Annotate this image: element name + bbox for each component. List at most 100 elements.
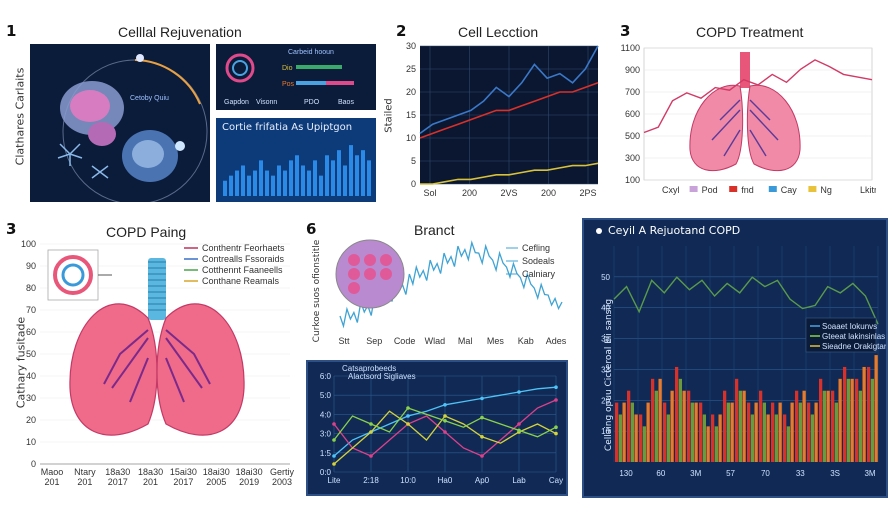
legend-card: Carbeid hooun Dio Pos Gapdon Visonn PDO … [216,44,376,110]
bar-red-6 [687,390,691,462]
panel-4-title: COPD Paing [106,224,187,240]
x-tick-3: Wlad [425,336,446,346]
y-tick-9: 90 [26,261,36,271]
bar-orange-21 [874,355,878,462]
x-tick-2: 10:0 [400,476,416,485]
y-tick-3: 4:0 [320,410,332,419]
bar-orange-19 [850,378,854,462]
footer-label-1: Visonn [256,99,277,106]
bar-6 [259,160,263,196]
bar-21 [349,145,353,196]
y-tick-4: 40 [601,304,610,313]
x-tick-5: 33 [796,469,805,478]
bar-orange-20 [862,366,866,462]
panel-1-number: 1 [6,22,17,40]
panel-1-ylabel: Clathares Carlaits [13,67,27,166]
bar-orange-3 [658,378,662,462]
x-tick-7: 3M [864,469,875,478]
lungs-illustration [689,52,801,172]
x-tick-5: Lkitr [860,185,876,195]
series-1-point-8 [480,454,484,458]
footer-label-2: PDO [304,99,320,106]
neuron-cell-icon [57,143,109,179]
x-tick-6: 3S [830,469,840,478]
panel-6-bullet-icon [596,228,602,234]
cell-illustration: Cetoby Quiu [57,54,208,205]
y-tick-6: 1100 [621,43,640,53]
series-1-point-6 [443,430,447,434]
x-tick-1: 2:18 [363,476,379,485]
y-tick-2: 500 [625,131,640,141]
cell-illustration-panel: Cetoby Quiu [30,44,210,205]
y-tick-0: 0 [31,459,36,469]
series-2-point-6 [443,414,447,418]
x-tick-3: 200 [541,188,556,198]
bar-green-0 [618,414,622,462]
trend-line [613,276,879,325]
bar-orange-13 [778,402,782,462]
bar-green-9 [726,402,730,462]
series-1-point-12 [554,398,558,402]
inset-inner-ring-icon [61,263,85,287]
panel-2-title: Cell Lecction [458,24,539,40]
bar-red-7 [699,402,703,462]
x-tick-2: 18a30 2017 [105,467,130,487]
panel-5-number: 6 [306,220,317,238]
bar-green-18 [834,402,838,462]
bar-19 [337,150,341,196]
x-tick-0: Stt [338,336,350,346]
bar-red-5 [675,366,679,462]
bar-10 [283,170,287,196]
bar-orange-11 [754,402,758,462]
series-1-point-0 [332,422,336,426]
y-tick-3: 30 [26,393,36,403]
bar-red-8 [711,414,715,462]
series-3-point-10 [517,428,521,433]
series-3-point-8 [480,415,484,420]
x-tick-0: Maoo 201 [41,467,64,487]
bar-16 [319,175,323,196]
x-tick-0: Cxyl [662,185,680,195]
cell-dot-2 [380,254,392,266]
legend-label-2: Cotthennt Faaneells [202,265,283,275]
y-tick-4: 5:0 [320,391,332,400]
y-tick-1: 5 [411,156,416,166]
x-tick-1: Sep [366,336,382,346]
x-tick-3: Ha0 [438,476,453,485]
bar-green-4 [666,414,670,462]
series-3-point-12 [554,425,558,429]
bar-22 [355,155,359,196]
bars-chart [223,145,371,196]
x-tick-6: 18ai30 2019 [236,467,263,487]
bar-orange-14 [790,402,794,462]
legend-label-1: Gteeat lakinsinlas [822,332,885,341]
bar-red-13 [771,402,775,462]
copd-paing-chart: 0 10 20 30 40 50 60 70 80 90 100 Maoo 201 Ntary 201 18a… [21,240,295,487]
series-2-point-12 [554,431,558,436]
bar-red-15 [795,390,799,462]
bar-15 [313,160,317,196]
x-tick-7: Ades [546,336,567,346]
panel-1-title: Celllal Rejuvenation [118,24,242,40]
x-tick-3: 18a30 201 [138,467,163,487]
bar-red-10 [735,378,739,462]
bar-red-12 [759,390,763,462]
cell-dot-1 [364,254,376,266]
bar-green-19 [846,378,850,462]
bar-green-7 [702,414,706,462]
bar-8 [271,175,275,196]
bar-green-16 [810,414,814,462]
legend-swatch-4 [808,186,817,192]
bar-red-16 [807,402,811,462]
y-tick-6: 30 [406,41,416,51]
x-tick-1: Pod [702,185,718,195]
x-tick-1: 200 [462,188,477,198]
y-tick-3: 3a [601,335,610,344]
bar-24 [367,160,371,196]
x-tick-4: Mal [458,336,473,346]
bar-red-2 [639,414,643,462]
series-2-point-8 [480,435,484,439]
series-3-point-0 [332,438,336,442]
x-tick-5: 18ai30 2005 [203,467,230,487]
bar-green-11 [750,414,754,462]
